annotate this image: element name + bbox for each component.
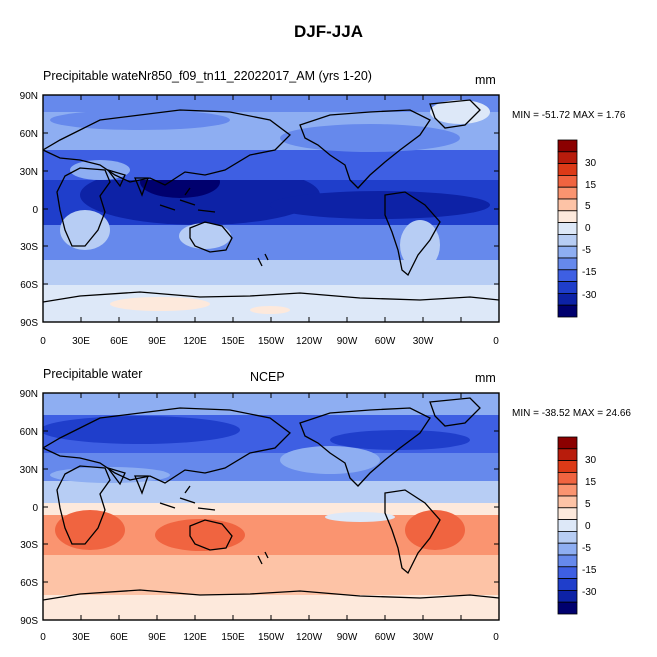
panel2-stats: MIN = -38.52 MAX = 24.66 bbox=[512, 408, 631, 419]
colorbar-box bbox=[557, 495, 578, 509]
p2-lon-tick: 0 bbox=[40, 632, 46, 643]
colorbar-box bbox=[557, 174, 578, 188]
p1-cbar-label: -30 bbox=[582, 290, 597, 301]
colorbar-box bbox=[557, 198, 578, 212]
colorbar-box bbox=[557, 566, 578, 579]
p2-lon-tick: 150E bbox=[221, 632, 245, 643]
panel1-coastlines bbox=[43, 99, 499, 303]
colorbar-box bbox=[557, 448, 578, 461]
panel2-left-label: Precipitable water bbox=[43, 367, 143, 381]
p2-lon-tick: 60W bbox=[375, 632, 396, 643]
panel1-colorbar bbox=[557, 139, 578, 318]
colorbar-box bbox=[557, 281, 578, 294]
colorbar-box bbox=[557, 542, 578, 556]
p2-cbar-label: 30 bbox=[585, 455, 597, 466]
colorbar-box bbox=[557, 460, 578, 473]
p1-lon-tick: 60E bbox=[110, 336, 128, 347]
p2-lat-tick: 30S bbox=[20, 540, 38, 551]
p1-lon-tick: 150W bbox=[258, 336, 285, 347]
p1-cbar-label: 15 bbox=[585, 180, 597, 191]
p1-cbar-label: 30 bbox=[585, 158, 597, 169]
colorbar-box bbox=[557, 601, 578, 615]
p1-lon-tick: 0 bbox=[493, 336, 499, 347]
p1-cbar-label: 0 bbox=[585, 223, 591, 234]
colorbar-box bbox=[557, 139, 578, 153]
p1-lon-tick: 60W bbox=[375, 336, 396, 347]
p1-lat-tick: 0 bbox=[32, 205, 38, 216]
colorbar-box bbox=[557, 163, 578, 176]
figure-title: DJF-JJA bbox=[294, 22, 363, 41]
p2-lon-tick: 120E bbox=[183, 632, 207, 643]
colorbar-box bbox=[557, 590, 578, 603]
p1-lat-tick: 60N bbox=[20, 129, 38, 140]
colorbar-box bbox=[557, 257, 578, 271]
p2-lat-tick: 0 bbox=[32, 503, 38, 514]
p2-lat-tick: 60N bbox=[20, 427, 38, 438]
colorbar-box bbox=[557, 519, 578, 532]
colorbar-box bbox=[557, 151, 578, 165]
p1-lon-tick: 30W bbox=[413, 336, 434, 347]
p2-lat-tick: 90S bbox=[20, 616, 38, 627]
p2-lon-tick: 150W bbox=[258, 632, 285, 643]
p1-lon-tick: 90W bbox=[337, 336, 358, 347]
panel2-units: mm bbox=[475, 371, 496, 385]
panel1-stats: MIN = -51.72 MAX = 1.76 bbox=[512, 110, 626, 121]
p2-lat-tick: 30N bbox=[20, 465, 38, 476]
colorbar-box bbox=[557, 222, 578, 235]
p1-lon-tick: 0 bbox=[40, 336, 46, 347]
p1-lon-tick: 30E bbox=[72, 336, 90, 347]
p2-lon-tick: 30W bbox=[413, 632, 434, 643]
p2-cbar-label: -30 bbox=[582, 587, 597, 598]
colorbar-box bbox=[557, 531, 578, 544]
colorbar-box bbox=[557, 554, 578, 568]
p2-lon-tick: 0 bbox=[493, 632, 499, 643]
p2-cbar-label: 5 bbox=[585, 499, 591, 510]
colorbar-box bbox=[557, 233, 578, 247]
colorbar-box bbox=[557, 269, 578, 282]
panel2-center-label: NCEP bbox=[250, 370, 285, 384]
p1-cbar-label: 5 bbox=[585, 201, 591, 212]
p2-lat-tick: 60S bbox=[20, 578, 38, 589]
panel1-units: mm bbox=[475, 73, 496, 87]
colorbar-box bbox=[557, 292, 578, 306]
panel2-colorbar bbox=[557, 436, 578, 615]
p1-lat-tick: 30N bbox=[20, 167, 38, 178]
p2-cbar-label: -15 bbox=[582, 565, 597, 576]
p2-lon-tick: 90W bbox=[337, 632, 358, 643]
p2-cbar-label: 15 bbox=[585, 477, 597, 488]
colorbar-box bbox=[557, 507, 578, 520]
p2-cbar-label: 0 bbox=[585, 521, 591, 532]
colorbar-box bbox=[557, 483, 578, 497]
colorbar-box bbox=[557, 186, 578, 200]
p1-lon-tick: 90E bbox=[148, 336, 166, 347]
colorbar-box bbox=[557, 436, 578, 450]
p1-lat-tick: 60S bbox=[20, 280, 38, 291]
p1-lon-tick: 150E bbox=[221, 336, 245, 347]
panel1-left-label: Precipitable water bbox=[43, 69, 143, 83]
p2-lat-tick: 90N bbox=[20, 389, 38, 400]
panel1-center-label: Nr850_f09_tn11_22022017_AM (yrs 1-20) bbox=[138, 69, 372, 83]
p2-cbar-label: -5 bbox=[582, 543, 591, 554]
p2-lon-tick: 30E bbox=[72, 632, 90, 643]
colorbar-box bbox=[557, 471, 578, 485]
p2-lon-tick: 90E bbox=[148, 632, 166, 643]
p1-cbar-label: -5 bbox=[582, 245, 591, 256]
colorbar-box bbox=[557, 578, 578, 591]
panel1-map bbox=[43, 95, 499, 322]
p1-lon-tick: 120E bbox=[183, 336, 207, 347]
colorbar-box bbox=[557, 210, 578, 224]
colorbar-box bbox=[557, 304, 578, 318]
panel2-map bbox=[43, 393, 499, 620]
p2-lon-tick: 120W bbox=[296, 632, 323, 643]
colorbar-box bbox=[557, 245, 578, 259]
p1-lat-tick: 90S bbox=[20, 318, 38, 329]
p2-lon-tick: 60E bbox=[110, 632, 128, 643]
p1-cbar-label: -15 bbox=[582, 267, 597, 278]
p1-lat-tick: 30S bbox=[20, 242, 38, 253]
p1-lon-tick: 120W bbox=[296, 336, 323, 347]
p1-lat-tick: 90N bbox=[20, 91, 38, 102]
